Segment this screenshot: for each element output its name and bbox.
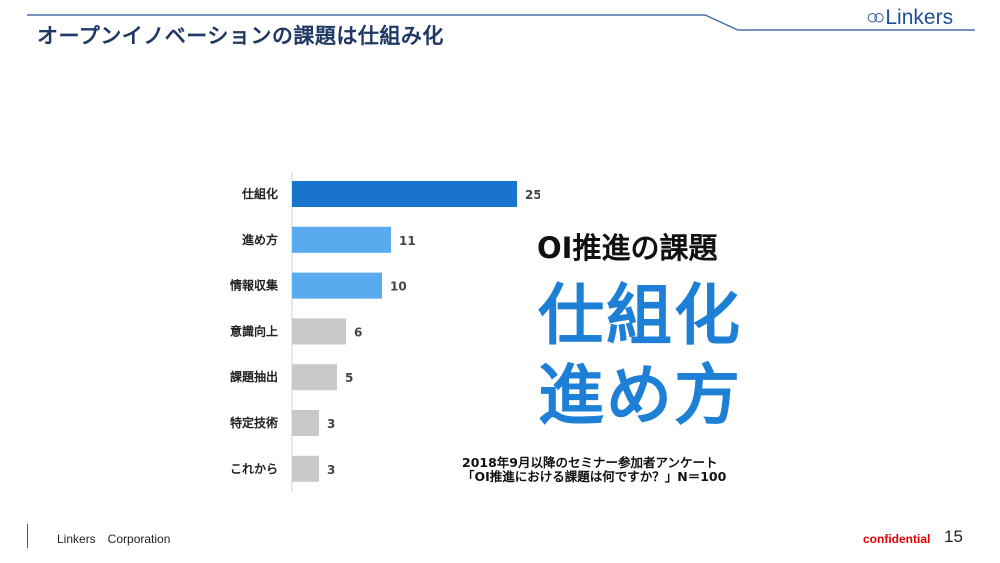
bar [292,226,391,253]
category-label: 進め方 [242,232,278,247]
category-label: 情報収集 [230,278,279,293]
page-number: 15 [944,527,963,546]
category-label: 特定技術 [230,415,278,430]
survey-note-2: 「OI推進における課題は何ですか？」N＝100 [462,469,727,484]
bar [292,364,337,391]
bar [292,410,319,436]
callout-line-1: 仕組化 [538,277,742,354]
linkers-logo: ○○ Linkers [866,6,953,30]
data-label: 3 [327,417,335,431]
survey-note-1: 2018年9月以降のセミナー参加者アンケート [462,455,718,470]
data-label: 10 [390,280,407,294]
callout-heading: OI推進の課題 [537,231,718,265]
category-label: 課題抽出 [230,369,278,384]
category-label: 仕組化 [241,186,278,201]
data-label: 3 [327,463,335,477]
page-title: オープンイノベーションの課題は仕組み化 [37,24,444,48]
bar [292,181,517,207]
bar [292,318,346,345]
data-label: 11 [399,234,416,248]
logo-text: Linkers [885,6,954,29]
data-label: 6 [354,325,362,339]
company-name: Linkers Corporation [57,532,171,546]
bar-chart: 仕組化 25 進め方 11 情報収集 10 意識向上 6 課題抽出 5 特定技術 3 これから 3 [230,172,540,492]
bar [292,272,382,299]
callout-line-2: 進め方 [538,357,742,434]
logo-rings-icon: ○○ [866,6,886,29]
category-label: これから [230,462,278,476]
footer-divider [27,524,28,548]
category-label: 意識向上 [230,323,278,338]
header-rule [27,14,975,31]
data-label: 5 [345,371,353,385]
bar [292,455,319,482]
data-label: 25 [525,188,540,202]
confidential-label: confidential [863,532,931,546]
